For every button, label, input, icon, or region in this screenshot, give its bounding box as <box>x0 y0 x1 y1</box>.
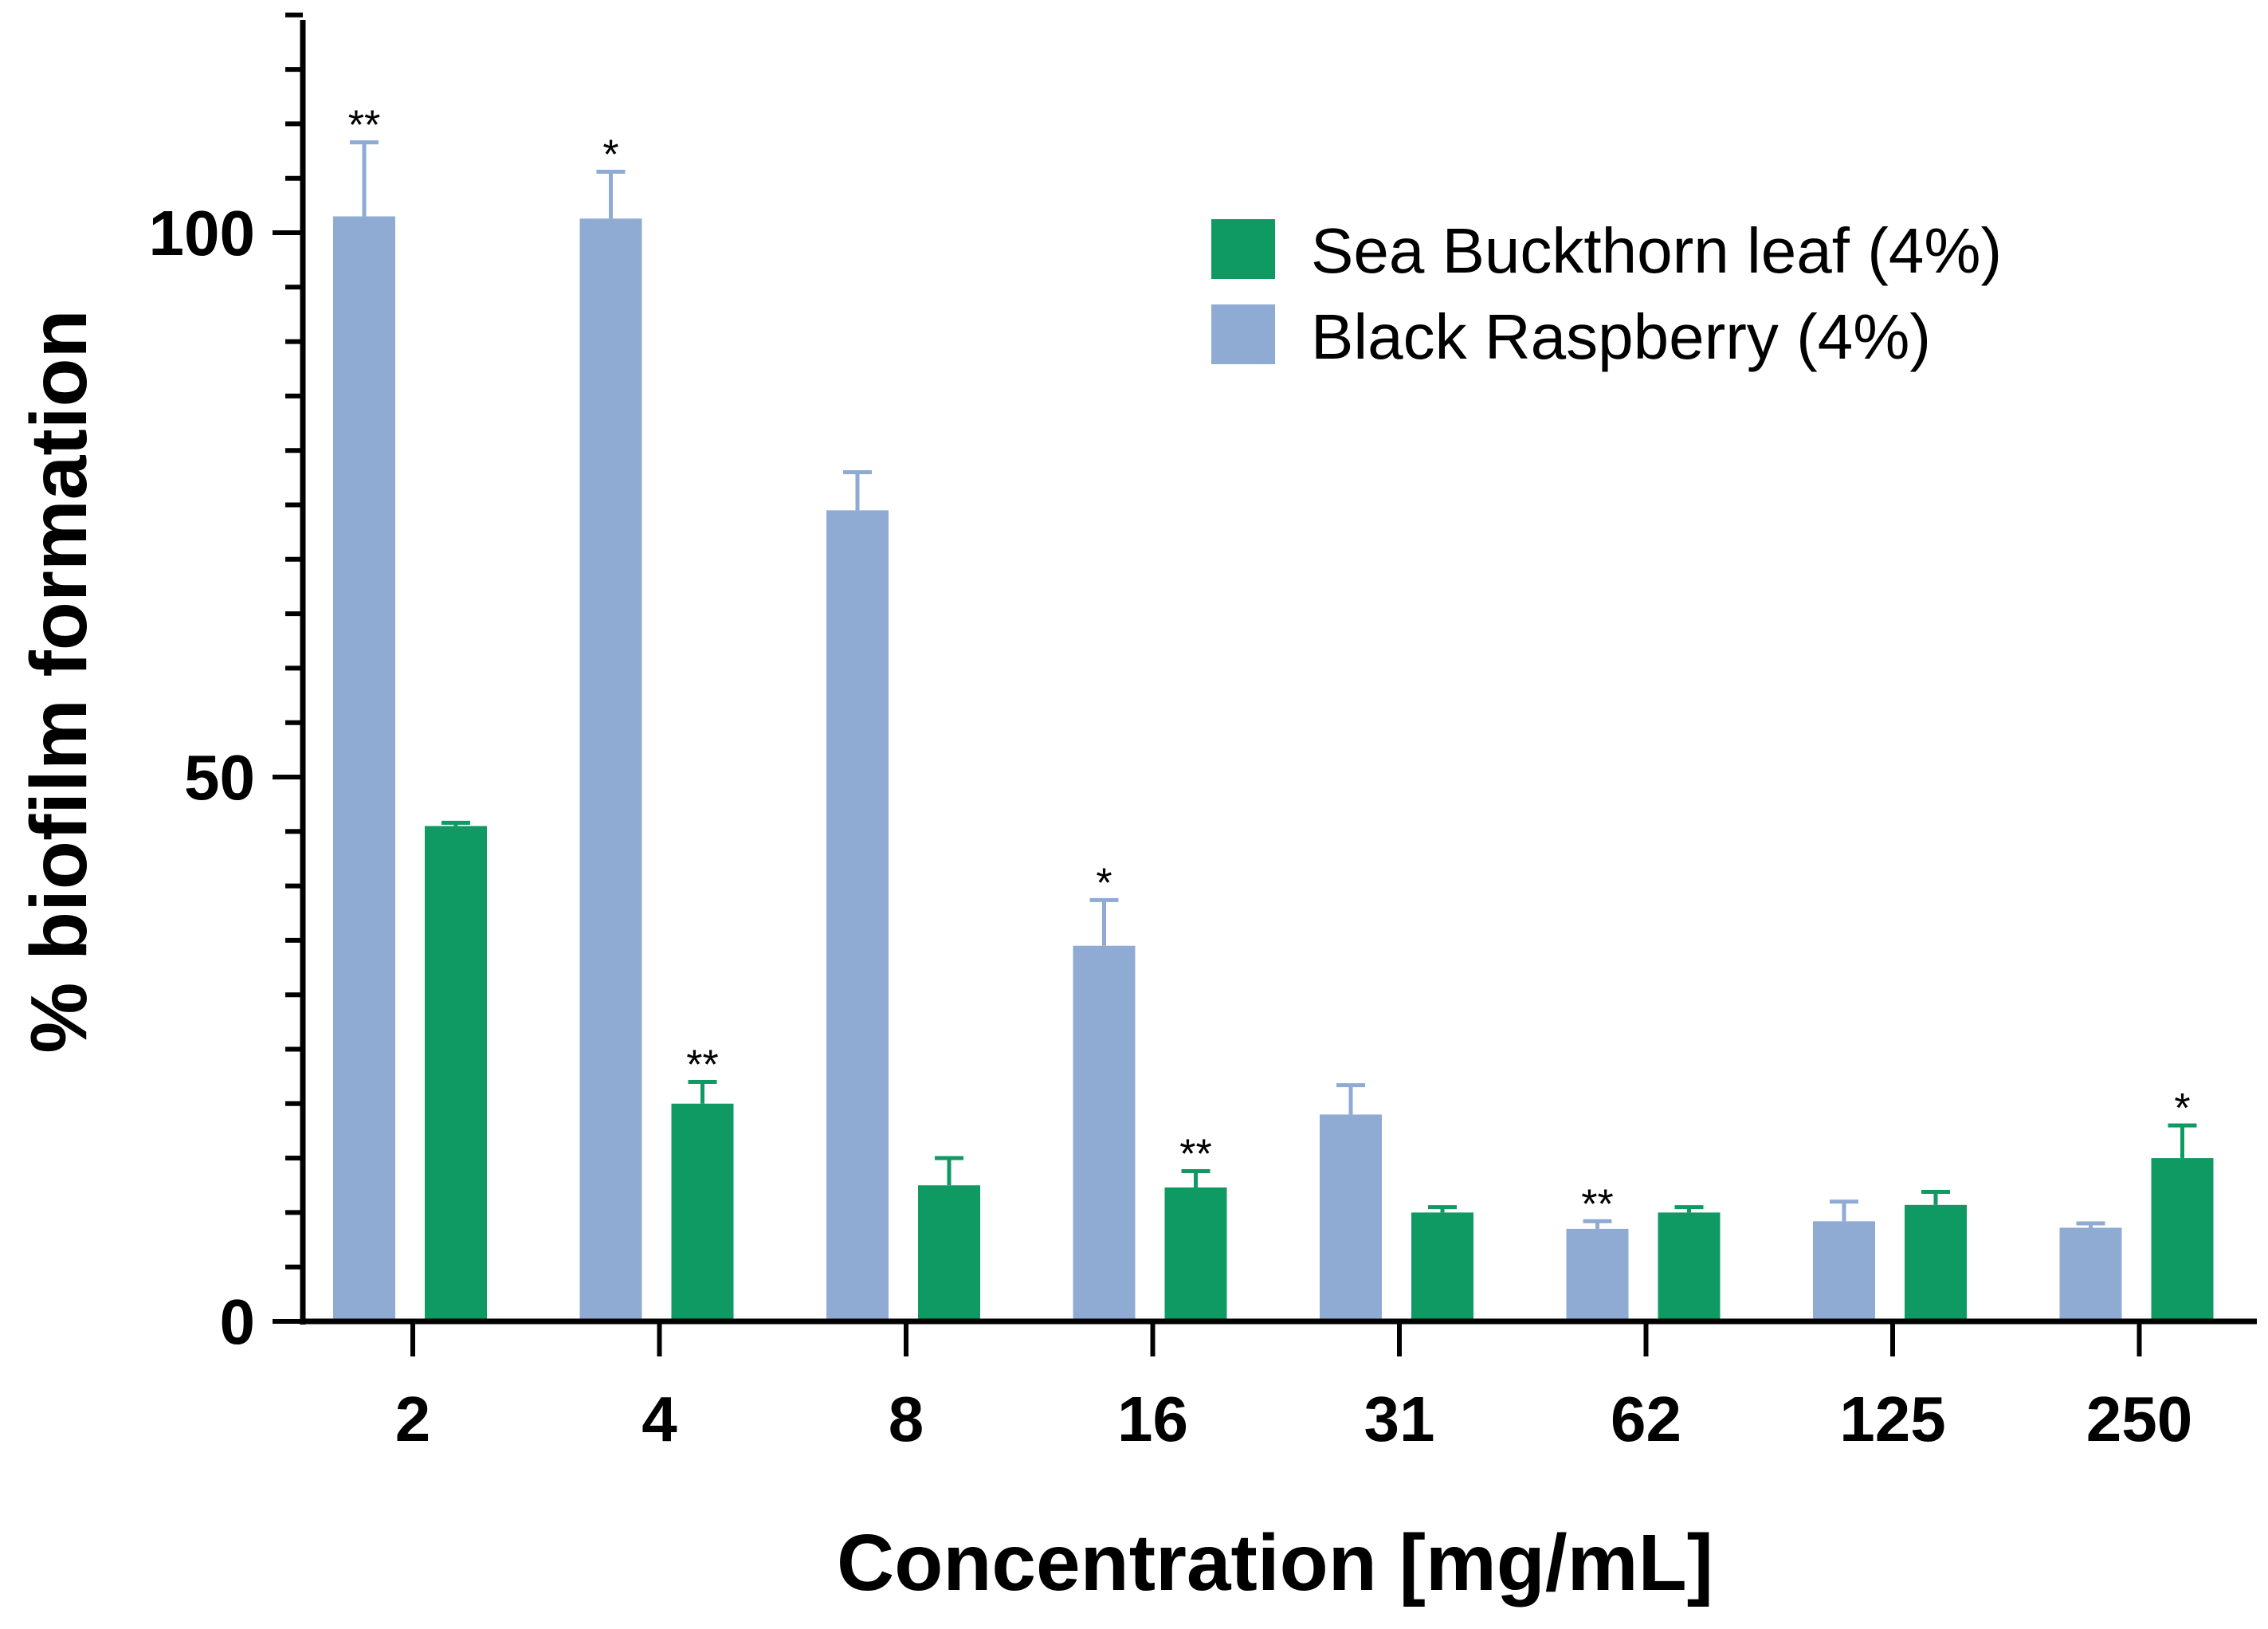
x-tick-label-4: 4 <box>642 1384 677 1454</box>
error-bar-black-raspberry-4-4 <box>596 170 626 219</box>
x-axis-title: Concentration [mg/mL] <box>837 1518 1713 1607</box>
y-tick-label-100: 100 <box>149 198 255 269</box>
y-tick-label-50: 50 <box>184 742 255 813</box>
significance-black-raspberry-4-4: * <box>602 132 618 179</box>
x-tick-label-125: 125 <box>1839 1384 1945 1454</box>
error-bar-black-raspberry-4-16 <box>1089 897 1119 946</box>
bar-black-raspberry-4-8 <box>826 510 889 1321</box>
bar-sea-buckthorn-leaf-4-8 <box>918 1185 980 1321</box>
legend-label-black-raspberry: Black Raspberry (4%) <box>1311 301 1931 372</box>
error-bar-sea-buckthorn-leaf-4-125 <box>1921 1189 1950 1205</box>
significance-black-raspberry-4-2: ** <box>348 103 380 149</box>
x-tick-label-2: 2 <box>395 1384 431 1454</box>
significance-black-raspberry-4-16: * <box>1096 860 1112 906</box>
significance-sea-buckthorn-leaf-4-4: ** <box>686 1042 718 1088</box>
bar-sea-buckthorn-leaf-4-4 <box>671 1103 734 1321</box>
bar-sea-buckthorn-leaf-4-62 <box>1658 1212 1721 1321</box>
error-bar-black-raspberry-4-2 <box>350 140 379 217</box>
error-bar-black-raspberry-4-62 <box>1583 1219 1612 1229</box>
legend: Sea Buckthorn leaf (4%) Black Raspberry … <box>1211 215 2002 372</box>
x-ticks: 2 4 8 16 31 62 125 250 <box>395 1321 2192 1454</box>
bar-sea-buckthorn-leaf-4-16 <box>1164 1187 1227 1321</box>
bars-layer: *********** <box>333 103 2214 1322</box>
significance-black-raspberry-4-62: ** <box>1581 1181 1613 1227</box>
error-bar-sea-buckthorn-leaf-4-31 <box>1428 1205 1457 1213</box>
legend-label-sea-buckthorn: Sea Buckthorn leaf (4%) <box>1311 215 2002 286</box>
error-bar-black-raspberry-4-250 <box>2076 1221 2105 1228</box>
bar-sea-buckthorn-leaf-4-2 <box>425 826 487 1321</box>
error-bar-sea-buckthorn-leaf-4-8 <box>935 1156 963 1186</box>
bar-black-raspberry-4-4 <box>579 218 642 1322</box>
error-bar-sea-buckthorn-leaf-4-16 <box>1181 1168 1211 1187</box>
error-bar-sea-buckthorn-leaf-4-4 <box>688 1079 717 1104</box>
bar-sea-buckthorn-leaf-4-31 <box>1411 1212 1473 1321</box>
error-bar-black-raspberry-4-31 <box>1336 1083 1365 1115</box>
error-bar-sea-buckthorn-leaf-4-250 <box>2168 1123 2197 1159</box>
legend-swatch-black-raspberry <box>1211 304 1275 364</box>
x-tick-label-250: 250 <box>2086 1384 2192 1454</box>
x-tick-label-62: 62 <box>1611 1384 1681 1454</box>
y-ticks: 0 50 100 <box>149 12 303 1357</box>
y-axis-title: % biofilm formation <box>14 309 104 1053</box>
bar-sea-buckthorn-leaf-4-250 <box>2151 1158 2214 1321</box>
bar-black-raspberry-4-31 <box>1320 1114 1382 1321</box>
x-tick-label-8: 8 <box>889 1384 924 1454</box>
error-bar-black-raspberry-4-8 <box>843 470 872 511</box>
legend-swatch-sea-buckthorn <box>1211 219 1275 279</box>
bar-black-raspberry-4-16 <box>1073 945 1136 1321</box>
bar-black-raspberry-4-250 <box>2059 1227 2122 1321</box>
significance-sea-buckthorn-leaf-4-16: ** <box>1179 1131 1211 1177</box>
bar-sea-buckthorn-leaf-4-125 <box>1905 1204 1967 1321</box>
error-bar-black-raspberry-4-125 <box>1830 1199 1858 1222</box>
significance-sea-buckthorn-leaf-4-250: * <box>2174 1085 2190 1132</box>
bar-black-raspberry-4-125 <box>1813 1221 1875 1321</box>
y-tick-label-0: 0 <box>220 1286 256 1357</box>
bar-black-raspberry-4-62 <box>1566 1228 1629 1321</box>
x-tick-label-31: 31 <box>1364 1384 1435 1454</box>
x-tick-label-16: 16 <box>1117 1384 1188 1454</box>
error-bar-sea-buckthorn-leaf-4-2 <box>441 820 470 826</box>
bar-black-raspberry-4-2 <box>333 216 395 1321</box>
axes-layer <box>300 20 2257 1325</box>
error-bar-sea-buckthorn-leaf-4-62 <box>1674 1205 1704 1213</box>
